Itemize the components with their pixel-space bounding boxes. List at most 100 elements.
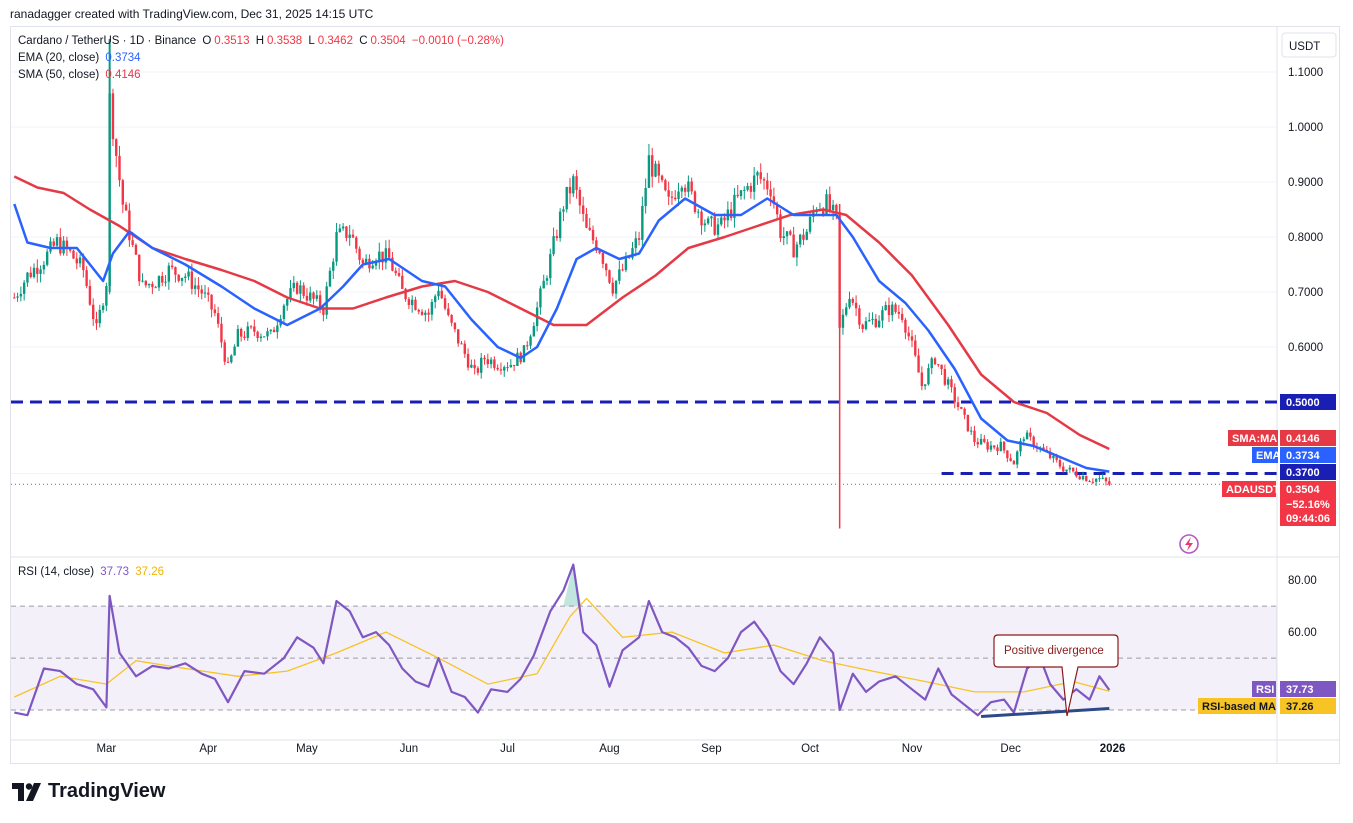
candle-body xyxy=(272,329,276,333)
candle-body xyxy=(105,286,108,306)
change-value: −0.0010 (−0.28%) xyxy=(411,35,504,47)
sma-legend[interactable]: SMA (50, close) 0.4146 xyxy=(18,69,144,81)
candle-body xyxy=(213,309,217,314)
rsi-legend-label: RSI (14, close) xyxy=(18,566,95,578)
candle-body xyxy=(516,352,519,366)
candle-body xyxy=(355,237,358,249)
candle-body xyxy=(940,364,943,370)
candle-body xyxy=(437,290,440,297)
candles-group xyxy=(13,88,1111,486)
candle-body xyxy=(891,304,894,316)
candle-body xyxy=(72,250,75,259)
candle-body xyxy=(39,269,42,274)
candle-body xyxy=(746,185,749,190)
candle-body xyxy=(440,290,443,299)
candle-body xyxy=(657,163,660,176)
candle-body xyxy=(950,379,953,388)
candle-body xyxy=(670,196,674,198)
candle-body xyxy=(259,336,263,339)
tradingview-logo-icon xyxy=(12,782,41,801)
candle-body xyxy=(887,305,891,316)
candle-body xyxy=(996,447,999,452)
candle-body xyxy=(410,299,414,306)
candle-body xyxy=(1025,432,1029,440)
candle-body xyxy=(956,402,960,408)
candle-body xyxy=(1101,477,1104,479)
candle-body xyxy=(226,361,230,363)
open-label: O xyxy=(202,35,212,47)
candle-body xyxy=(690,181,693,192)
low-label: L xyxy=(308,35,315,47)
time-tick-label: Oct xyxy=(801,743,820,755)
candle-body xyxy=(933,358,937,365)
candle-body xyxy=(680,187,684,192)
candle-body xyxy=(460,343,463,345)
candle-body xyxy=(230,355,233,363)
time-tick-label: Dec xyxy=(1000,743,1021,755)
ema-legend[interactable]: EMA (20, close) 0.3734 xyxy=(18,52,144,64)
candle-body xyxy=(795,244,799,258)
candle-body xyxy=(904,319,907,333)
last-price-countdown: 09:44:06 xyxy=(1286,513,1330,525)
candle-body xyxy=(598,250,601,253)
candle-body xyxy=(193,285,197,289)
candle-body xyxy=(798,234,802,245)
candle-body xyxy=(900,313,904,320)
candle-body xyxy=(203,292,207,294)
ema-legend-label: EMA (20, close) xyxy=(18,52,100,64)
candle-body xyxy=(621,269,624,271)
tradingview-brand[interactable]: TradingView xyxy=(12,780,165,803)
candle-body xyxy=(167,265,171,282)
candle-body xyxy=(78,257,82,264)
candle-body xyxy=(881,310,884,321)
candle-body xyxy=(16,296,19,298)
candle-body xyxy=(68,248,72,251)
symbol-label[interactable]: Cardano / TetherUS · 1D · Binance xyxy=(18,35,197,47)
candle-body xyxy=(266,331,269,337)
currency-button[interactable] xyxy=(1281,32,1337,58)
rsi-ma-tag-label-box xyxy=(1198,698,1276,714)
candle-body xyxy=(302,285,305,296)
candle-body xyxy=(401,275,404,289)
candle-body xyxy=(700,211,703,226)
level-tag-value-0.3700: 0.3700 xyxy=(1286,467,1320,479)
candle-body xyxy=(374,261,378,266)
candle-body xyxy=(361,259,365,264)
candle-body xyxy=(147,283,151,286)
candle-body xyxy=(927,368,930,385)
ema-20-line xyxy=(13,197,1110,473)
candle-body xyxy=(82,257,85,271)
candle-body xyxy=(618,269,621,281)
candle-body xyxy=(578,189,582,206)
time-tick-label: Jul xyxy=(500,743,515,755)
candle-body xyxy=(197,285,200,290)
candle-body xyxy=(894,304,897,312)
candle-body xyxy=(604,263,608,271)
candle-body xyxy=(184,276,187,278)
candle-body xyxy=(1055,455,1058,460)
rsi-legend[interactable]: RSI (14, close) 37.73 37.26 xyxy=(18,566,167,578)
rsi-tag-value-box xyxy=(1280,681,1336,697)
candle-body xyxy=(29,272,32,278)
candle-body xyxy=(328,270,332,287)
candle-body xyxy=(733,194,736,218)
candle-body xyxy=(946,379,950,385)
candle-body xyxy=(358,248,361,260)
candle-body xyxy=(75,258,78,264)
candle-body xyxy=(848,298,851,308)
level-tag-box-0.5000 xyxy=(1280,394,1336,410)
candle-body xyxy=(743,189,746,191)
candle-body xyxy=(1058,459,1062,467)
candle-body xyxy=(993,445,996,448)
candle-body xyxy=(269,329,272,332)
candle-body xyxy=(1088,481,1091,483)
candle-body xyxy=(509,364,513,368)
candle-body xyxy=(19,293,23,297)
candle-body xyxy=(581,205,585,214)
time-tick-label: Apr xyxy=(199,743,217,755)
candle-body xyxy=(802,234,805,240)
candle-body xyxy=(223,342,226,362)
level-tag-box-0.3700 xyxy=(1280,464,1336,480)
candle-body xyxy=(1042,447,1045,450)
